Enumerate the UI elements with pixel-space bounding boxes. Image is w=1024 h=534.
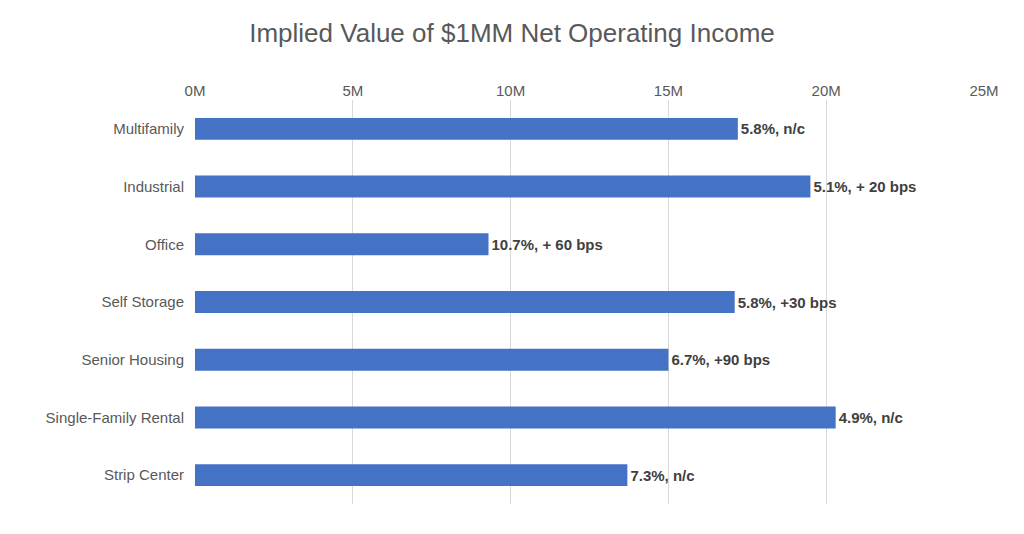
svg-text:Implied Value of $1MM Net Oper: Implied Value of $1MM Net Operating Inco…	[249, 18, 775, 48]
svg-text:5.8%, +30 bps: 5.8%, +30 bps	[738, 294, 837, 311]
svg-text:25M: 25M	[969, 82, 998, 99]
svg-text:Industrial: Industrial	[123, 178, 184, 195]
svg-text:Self Storage: Self Storage	[101, 293, 184, 310]
svg-text:0M: 0M	[185, 82, 206, 99]
svg-text:7.3%, n/c: 7.3%, n/c	[630, 467, 694, 484]
svg-text:5.8%, n/c: 5.8%, n/c	[741, 120, 805, 137]
svg-text:6.7%, +90 bps: 6.7%, +90 bps	[671, 351, 770, 368]
svg-text:Office: Office	[145, 236, 184, 253]
svg-text:Multifamily: Multifamily	[113, 120, 184, 137]
svg-text:15M: 15M	[654, 82, 683, 99]
svg-text:20M: 20M	[812, 82, 841, 99]
svg-text:10M: 10M	[496, 82, 525, 99]
svg-text:Strip Center: Strip Center	[104, 466, 184, 483]
svg-text:10.7%, + 60 bps: 10.7%, + 60 bps	[492, 236, 603, 253]
svg-text:Senior Housing: Senior Housing	[81, 351, 184, 368]
svg-text:5M: 5M	[342, 82, 363, 99]
svg-text:Single-Family Rental: Single-Family Rental	[46, 409, 184, 426]
svg-text:4.9%, n/c: 4.9%, n/c	[839, 409, 903, 426]
svg-text:5.1%, + 20 bps: 5.1%, + 20 bps	[813, 178, 916, 195]
